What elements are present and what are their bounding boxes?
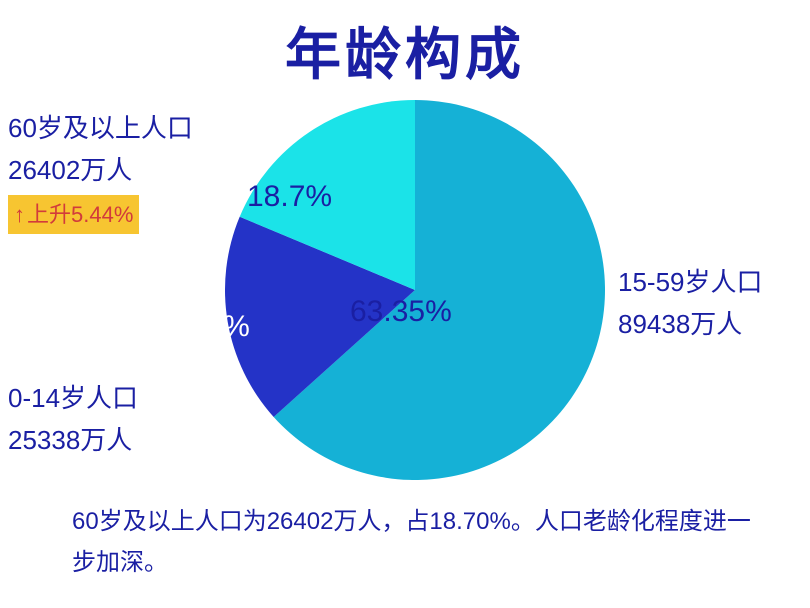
annotation-bottomleft-line1: 0-14岁人口 [8,378,138,420]
slice-label-0: 63.35% [350,295,452,329]
change-badge: ↑上升5.44% [8,195,139,234]
annotation-right: 15-59岁人口 89438万人 [618,262,763,345]
slice-label-2: 18.7% [247,180,332,214]
annotation-topleft: 60岁及以上人口 26402万人 ↑上升5.44% [8,108,193,235]
annotation-topleft-line2: 26402万人 [8,150,193,192]
arrow-up-icon: ↑ [14,197,25,232]
footer-text: 60岁及以上人口为26402万人，占18.70%。人口老龄化程度进一步加深。 [72,502,752,584]
annotation-topleft-line1: 60岁及以上人口 [8,108,193,150]
annotation-bottomleft-line2: 25338万人 [8,420,138,462]
pie-chart [225,100,605,480]
chart-title: 年龄构成 [285,10,525,91]
annotation-right-line1: 15-59岁人口 [618,262,763,304]
pie-svg [225,100,605,480]
annotation-right-line2: 89438万人 [618,304,763,346]
slice-label-1: 17.95% [148,310,250,344]
annotation-bottomleft: 0-14岁人口 25338万人 [8,378,138,461]
badge-text: 上升5.44% [27,202,133,227]
